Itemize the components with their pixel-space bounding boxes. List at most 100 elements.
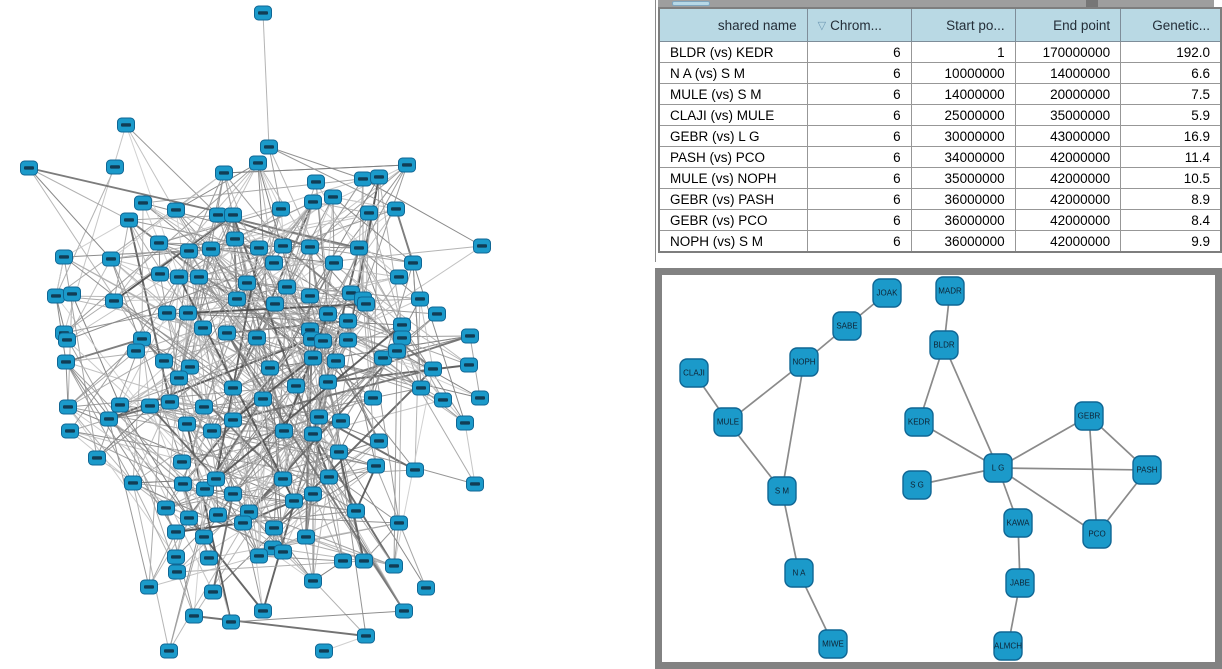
- network-edge[interactable]: [55, 166, 116, 297]
- network-node[interactable]: [106, 159, 124, 175]
- network-node[interactable]: [141, 398, 159, 414]
- network-edge[interactable]: [232, 368, 434, 421]
- network-node[interactable]: [254, 5, 272, 21]
- network-edge[interactable]: [332, 196, 335, 264]
- network-node[interactable]: [167, 202, 185, 218]
- network-node[interactable]: [124, 475, 142, 491]
- network-edge[interactable]: [65, 361, 205, 538]
- network-node[interactable]: [224, 380, 242, 396]
- network-edge[interactable]: [65, 361, 134, 484]
- table-cell-chromosome[interactable]: 6: [806, 41, 912, 63]
- network-node[interactable]: [274, 238, 292, 254]
- network-edge[interactable]: [412, 262, 422, 389]
- table-cell-shared-name[interactable]: BLDR (vs) KEDR: [658, 41, 808, 63]
- scrollbar-thumb-dark[interactable]: [1086, 0, 1098, 7]
- panel-splitter[interactable]: [655, 0, 656, 262]
- table-cell-shared-name[interactable]: N A (vs) S M: [658, 62, 808, 84]
- overview-network-canvas[interactable]: [0, 0, 655, 669]
- network-node[interactable]: [167, 524, 185, 540]
- network-node[interactable]: [287, 378, 305, 394]
- network-node[interactable]: [195, 399, 213, 415]
- network-edge[interactable]: [230, 610, 405, 623]
- network-node[interactable]: [155, 353, 173, 369]
- network-node[interactable]: [209, 507, 227, 523]
- table-row[interactable]: BLDR (vs) KEDR 6 1 170000000 192.0: [658, 41, 1222, 63]
- network-node[interactable]: [301, 288, 319, 304]
- network-edge[interactable]: [286, 201, 314, 288]
- network-node-miwe[interactable]: MIWE: [818, 629, 848, 659]
- network-edge[interactable]: [258, 555, 344, 562]
- network-node[interactable]: [354, 171, 372, 187]
- node-shape[interactable]: [1005, 568, 1035, 598]
- network-edge[interactable]: [55, 295, 204, 329]
- network-edge[interactable]: [110, 172, 225, 260]
- network-edge[interactable]: [175, 522, 244, 533]
- table-cell-start-position[interactable]: 35000000: [910, 167, 1016, 189]
- network-node[interactable]: [170, 370, 188, 386]
- network-node[interactable]: [226, 231, 244, 247]
- network-edge[interactable]: [242, 522, 264, 612]
- network-node-joak[interactable]: JOAK: [872, 278, 902, 308]
- table-cell-end-point[interactable]: 42000000: [1014, 230, 1122, 253]
- network-edge[interactable]: [1088, 415, 1098, 535]
- network-node[interactable]: [181, 359, 199, 375]
- network-edge[interactable]: [378, 176, 403, 326]
- network-node[interactable]: [304, 350, 322, 366]
- column-header-start-position[interactable]: Start po...: [910, 7, 1016, 42]
- network-edge[interactable]: [202, 282, 248, 329]
- network-node[interactable]: [249, 155, 267, 171]
- node-shape[interactable]: [818, 629, 848, 659]
- table-cell-genetic-distance[interactable]: 5.9: [1120, 104, 1222, 126]
- network-node[interactable]: [61, 423, 79, 439]
- network-node[interactable]: [63, 286, 81, 302]
- table-row[interactable]: GEBR (vs) PCO 6 36000000 42000000 8.4: [658, 209, 1222, 231]
- network-edge[interactable]: [347, 339, 481, 399]
- table-row[interactable]: CLAJI (vs) MULE 6 25000000 35000000 5.9: [658, 104, 1222, 126]
- network-edge[interactable]: [210, 248, 238, 300]
- network-node[interactable]: [207, 471, 225, 487]
- network-node-almch[interactable]: ALMCH: [993, 631, 1023, 661]
- network-node[interactable]: [385, 558, 403, 574]
- network-edge[interactable]: [312, 476, 330, 582]
- network-edge[interactable]: [293, 357, 384, 502]
- table-cell-end-point[interactable]: 42000000: [1014, 167, 1122, 189]
- network-edge[interactable]: [262, 398, 357, 512]
- node-shape[interactable]: [1074, 401, 1104, 431]
- network-node[interactable]: [222, 614, 240, 630]
- network-node[interactable]: [319, 374, 337, 390]
- network-edge[interactable]: [63, 256, 234, 389]
- network-edge[interactable]: [257, 162, 282, 210]
- network-node[interactable]: [370, 169, 388, 185]
- network-edge[interactable]: [125, 124, 180, 278]
- network-edge[interactable]: [71, 293, 121, 406]
- network-node[interactable]: [357, 628, 375, 644]
- network-edge[interactable]: [67, 327, 204, 408]
- network-edge[interactable]: [332, 196, 414, 264]
- network-edge[interactable]: [312, 247, 360, 435]
- network-node-pco[interactable]: PCO: [1082, 519, 1112, 549]
- table-cell-shared-name[interactable]: MULE (vs) S M: [658, 83, 808, 105]
- table-cell-genetic-distance[interactable]: 10.5: [1120, 167, 1222, 189]
- node-shape[interactable]: [872, 278, 902, 308]
- network-node[interactable]: [100, 411, 118, 427]
- network-node[interactable]: [174, 476, 192, 492]
- network-edge[interactable]: [110, 258, 340, 453]
- table-cell-chromosome[interactable]: 6: [806, 146, 912, 168]
- network-node[interactable]: [120, 212, 138, 228]
- network-edge[interactable]: [119, 404, 214, 593]
- network-edge[interactable]: [419, 298, 434, 370]
- network-edge[interactable]: [365, 303, 400, 524]
- network-edge[interactable]: [159, 273, 188, 425]
- network-edge[interactable]: [997, 415, 1090, 469]
- network-node-claji[interactable]: CLAJI: [679, 358, 709, 388]
- node-shape[interactable]: [1132, 455, 1162, 485]
- network-edge[interactable]: [63, 256, 168, 314]
- network-node[interactable]: [102, 251, 120, 267]
- table-cell-genetic-distance[interactable]: 192.0: [1120, 41, 1222, 63]
- network-edge[interactable]: [210, 248, 295, 502]
- network-node[interactable]: [58, 332, 76, 348]
- network-edge[interactable]: [396, 350, 476, 485]
- network-node[interactable]: [260, 139, 278, 155]
- network-edge[interactable]: [163, 214, 234, 362]
- network-node[interactable]: [168, 564, 186, 580]
